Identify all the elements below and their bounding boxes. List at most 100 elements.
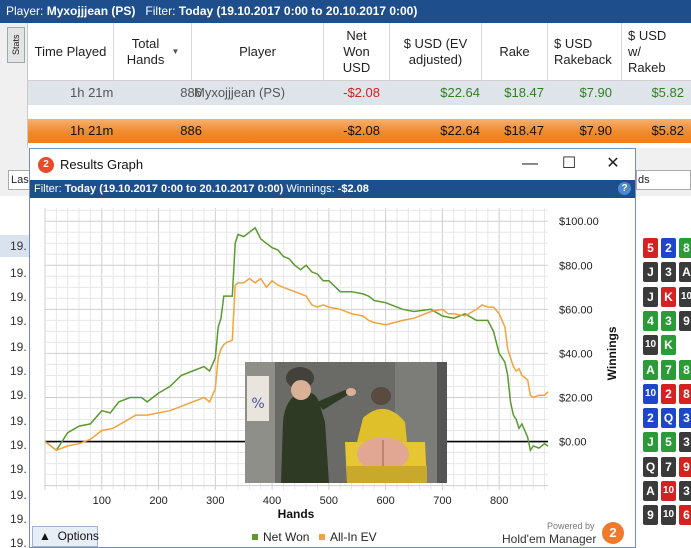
card: Q — [661, 408, 676, 429]
maximize-icon[interactable]: ☐ — [561, 155, 577, 172]
brand-name: Hold'em Manager — [502, 532, 597, 546]
minimize-icon[interactable]: — — [522, 155, 538, 172]
col-net-won-label: Net Won USD — [342, 28, 371, 75]
stats-side-tab[interactable]: Stats — [7, 27, 25, 63]
col-with-rakeback[interactable]: $ USD w/ Rakeb — [622, 23, 691, 81]
col-time-played[interactable]: Time Played — [28, 23, 114, 81]
col-total-hands[interactable]: Total Hands ▼ — [114, 23, 192, 81]
hands-tab[interactable]: ds — [636, 170, 691, 190]
y-tick-label: $40.00 — [559, 348, 593, 360]
cell-net-won: -$2.08 — [343, 85, 380, 100]
card: 10 — [643, 383, 658, 404]
stats-tab-label: Stats — [11, 34, 21, 56]
card: 3 — [661, 262, 676, 283]
window-footer: ▲ Options Net Won All-In EV Powered by H… — [30, 521, 635, 547]
cell-rakeback: $7.90 — [579, 85, 612, 100]
hand-list-item[interactable]: 19. — [10, 438, 27, 452]
y-tick-label: $60.00 — [559, 304, 593, 316]
hand-list-item[interactable]: 19. — [10, 536, 27, 548]
card: Q — [643, 456, 658, 477]
legend-all-in-ev-label: All-In EV — [330, 530, 377, 544]
card: 8 — [679, 359, 691, 380]
x-tick-label: 100 — [93, 495, 111, 507]
card: 10 — [661, 505, 676, 526]
x-tick-label: 300 — [206, 495, 224, 507]
col-rake[interactable]: Rake — [482, 23, 548, 81]
hand-list-item[interactable]: 19. — [10, 388, 27, 402]
col-player-label: Player — [239, 44, 276, 59]
card: 5 — [661, 432, 676, 453]
hand-list-item[interactable]: 19. — [10, 488, 27, 502]
hand-list-item[interactable]: 19. — [10, 414, 27, 428]
card: 3 — [661, 310, 676, 331]
hand-list-item[interactable]: 19. — [10, 364, 27, 378]
caret-up-icon: ▲ — [39, 529, 51, 543]
col-ev-adjusted[interactable]: $ USD (EV adjusted) — [390, 23, 482, 81]
card: 10 — [679, 286, 691, 307]
hand-list-item[interactable]: 19. — [10, 512, 27, 526]
x-tick-label: 700 — [433, 495, 451, 507]
help-icon[interactable]: ? — [618, 182, 631, 195]
card: 9 — [679, 456, 691, 477]
card: 9 — [679, 310, 691, 331]
filter-value: Today (19.10.2017 0:00 to 20.10.2017 0:0… — [178, 4, 418, 18]
y-axis-label: Winnings — [605, 326, 619, 380]
series-line-0 — [44, 226, 549, 453]
window-filter-bar: Filter: Today (19.10.2017 0:00 to 20.10.… — [30, 180, 635, 198]
options-label: Options — [57, 529, 99, 543]
total-time: 1h 21m — [70, 123, 114, 138]
totals-row: 1h 21m 886 -$2.08 $22.64 $18.47 $7.90 $5… — [28, 119, 691, 143]
player-value: Myxojjjean (PS) — [46, 4, 136, 18]
y-tick-label: $20.00 — [559, 392, 593, 404]
hand-list-item[interactable]: 19. — [10, 266, 27, 280]
card: K — [661, 335, 676, 356]
hole-cards-column: 5 2 8 J 3 A J K 10 4 3 9 10 K A 7 8 10 2 8 2 Q 3 J 5 3 Q 7 9 A 10 3 9 10 6 — [636, 196, 691, 548]
cell-with-rakeback: $5.82 — [651, 85, 684, 100]
results-graph-window: 2 Results Graph — ☐ ✕ Filter: Today (19.… — [29, 148, 636, 548]
window-titlebar[interactable]: 2 Results Graph — ☐ ✕ — [30, 149, 635, 180]
stats-table: Time Played Total Hands ▼ Player Net Won … — [27, 23, 691, 148]
card: J — [643, 262, 658, 283]
cell-time: 1h 21m — [70, 85, 114, 100]
close-icon[interactable]: ✕ — [606, 155, 620, 172]
sort-down-icon: ▼ — [171, 47, 180, 56]
cell-player: Myxojjjean (PS) — [194, 85, 286, 100]
card: 5 — [643, 238, 658, 258]
x-tick-label: 800 — [490, 495, 508, 507]
total-hands: 886 — [180, 123, 202, 138]
card: J — [643, 432, 658, 453]
card: 3 — [679, 408, 691, 429]
cell-rake: $18.47 — [504, 85, 544, 100]
cell-ev: $22.64 — [440, 85, 480, 100]
col-rakeback[interactable]: $ USD Rakeback — [548, 23, 622, 81]
filter-label: Filter: — [145, 4, 176, 18]
card: A — [643, 359, 658, 380]
hand-list-item[interactable]: 19. — [0, 235, 30, 257]
col-net-won[interactable]: Net Won USD — [324, 23, 390, 81]
col-total-hands-label: Total Hands — [126, 36, 165, 67]
legend-net-won: Net Won — [252, 530, 309, 544]
card: 3 — [679, 481, 691, 501]
last-filter-button[interactable]: Las — [8, 170, 30, 190]
card: 2 — [661, 383, 676, 404]
card: 8 — [679, 238, 691, 258]
card: 7 — [661, 456, 676, 477]
legend-net-won-swatch — [252, 534, 258, 540]
card: A — [643, 481, 658, 501]
hand-list-item[interactable]: 19. — [10, 290, 27, 304]
x-tick-label: 500 — [320, 495, 338, 507]
hm2-logo-icon: 2 — [38, 157, 54, 173]
cell-hands: 886 — [180, 85, 202, 100]
hand-list-item[interactable]: 19. — [10, 340, 27, 354]
col-rake-label: Rake — [499, 44, 530, 59]
options-button[interactable]: ▲ Options — [32, 526, 99, 547]
hand-list-item[interactable]: 19. — [10, 462, 27, 476]
card: 3 — [679, 432, 691, 453]
card: 2 — [643, 408, 658, 429]
player-label: Player: — [6, 4, 44, 18]
winnings-value: -$2.08 — [337, 183, 369, 195]
holdem-manager-logo-icon: 2 — [602, 522, 624, 544]
hand-list-item[interactable]: 19. — [10, 314, 27, 328]
col-player[interactable]: Player — [192, 23, 324, 81]
table-row[interactable]: 1h 21m 886 Myxojjjean (PS) -$2.08 $22.64… — [28, 81, 691, 105]
